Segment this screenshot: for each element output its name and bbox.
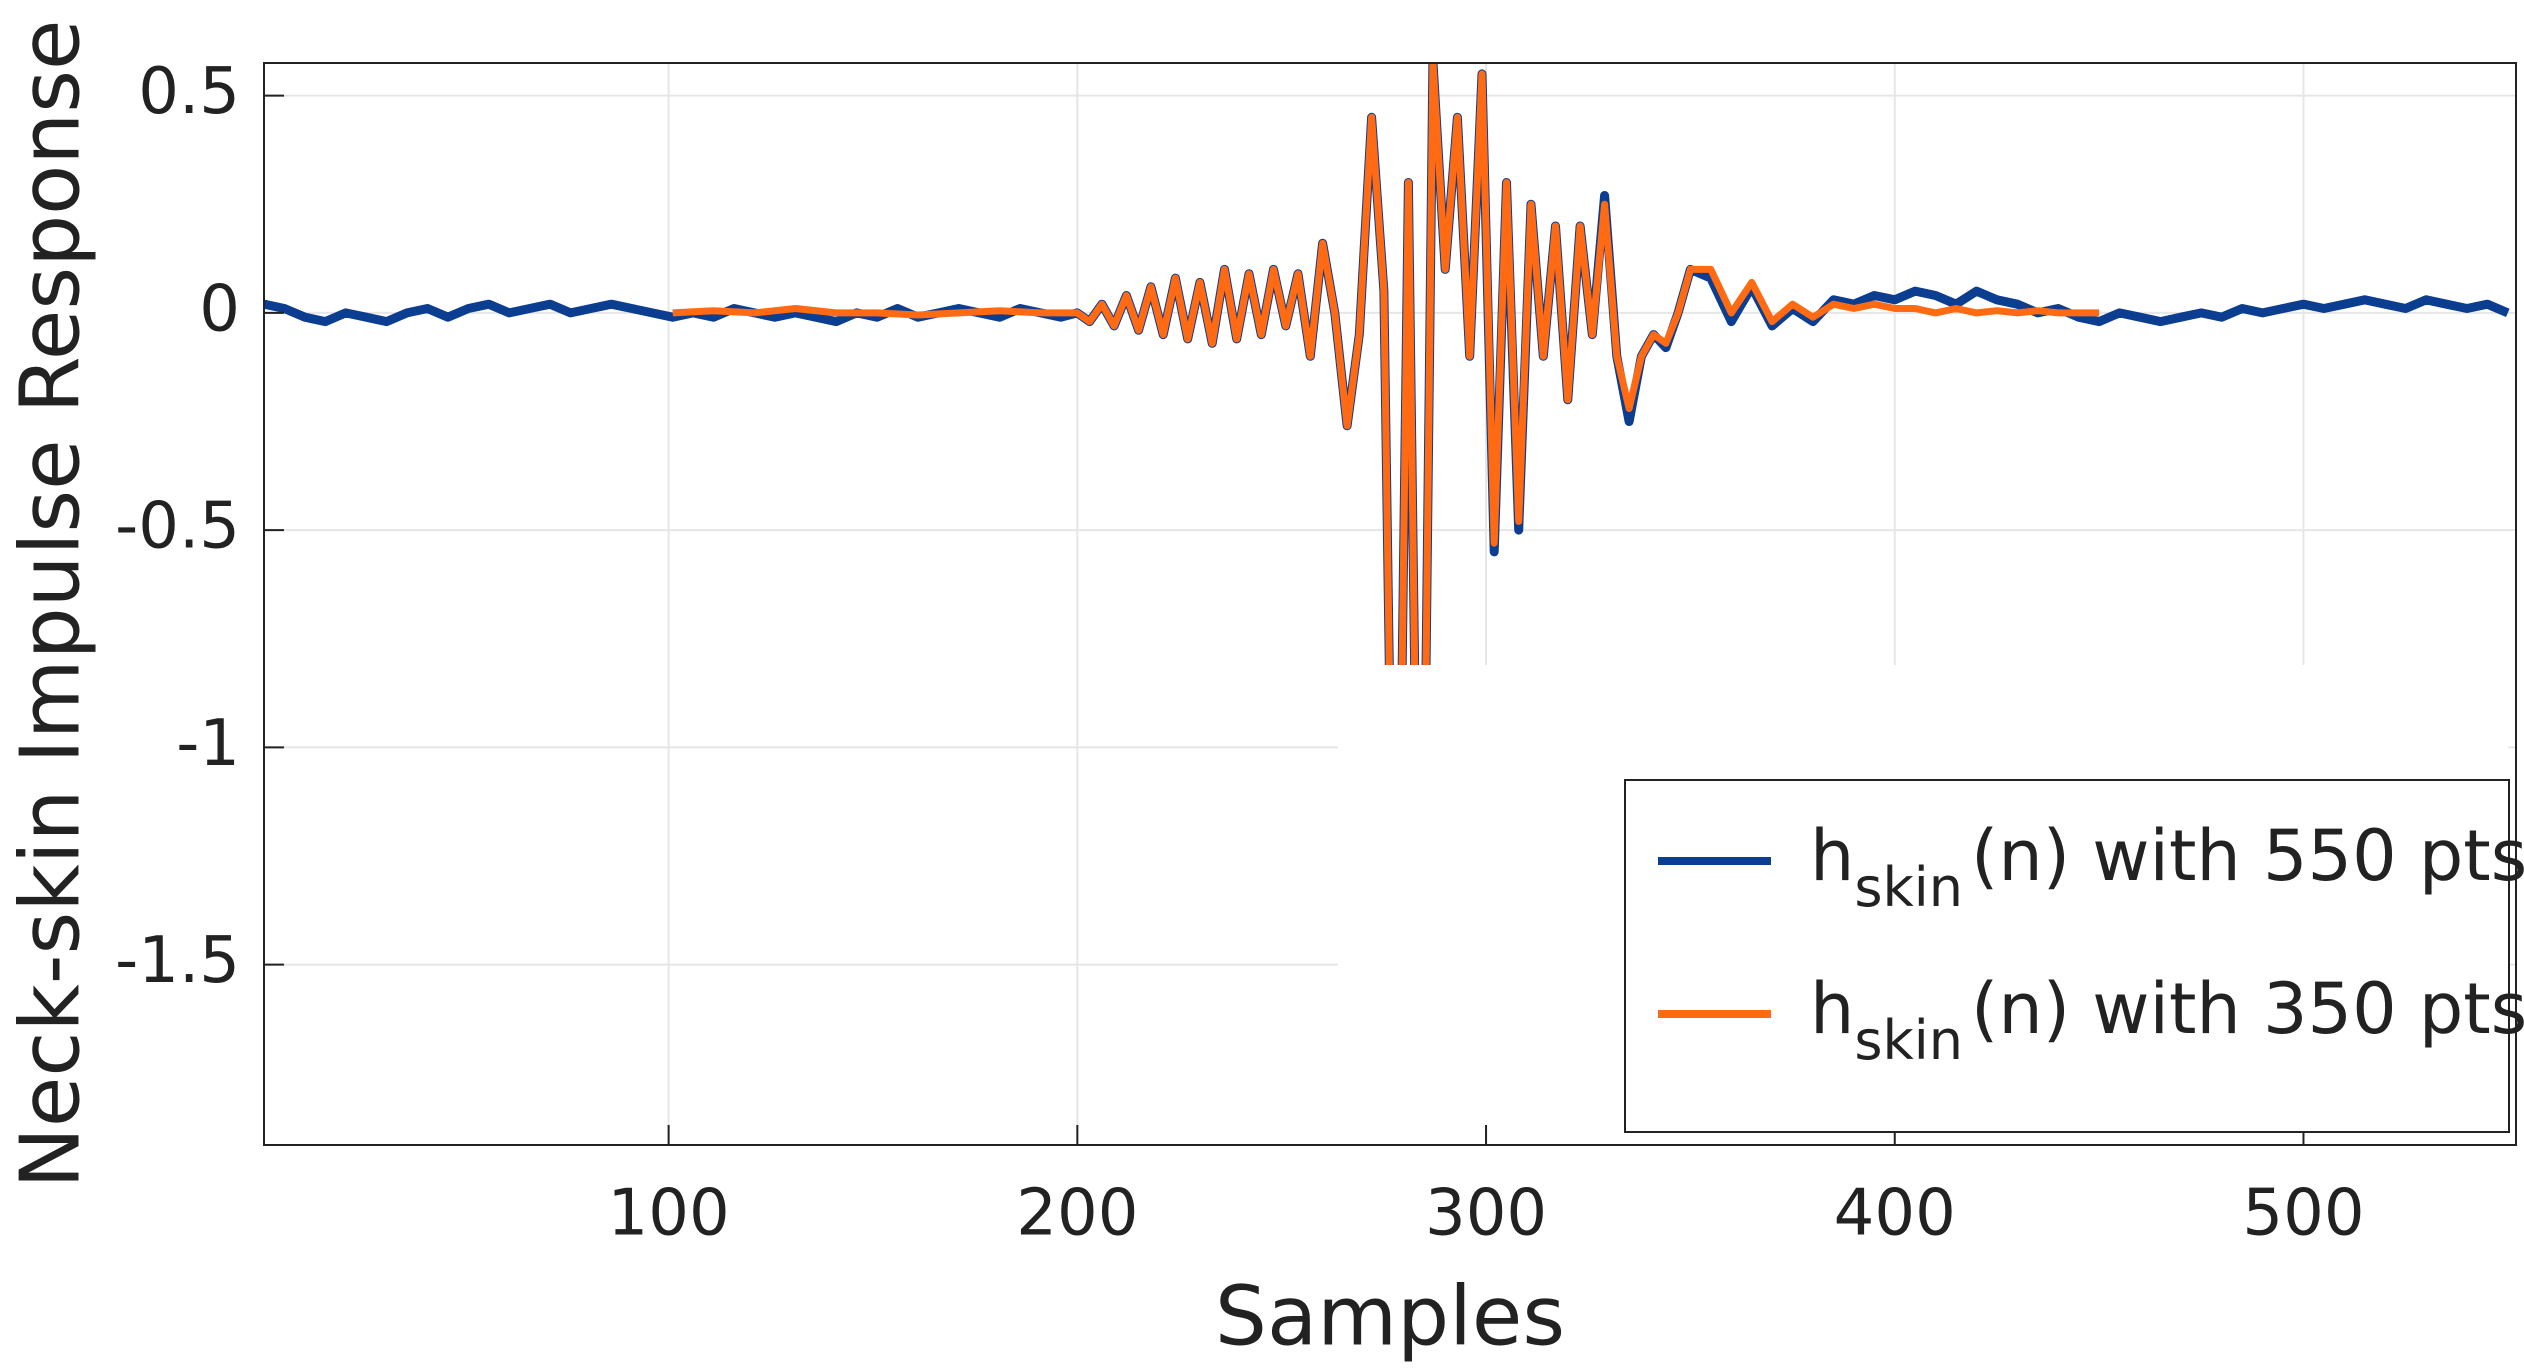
y-tick-label: 0 (199, 272, 240, 346)
y-axis-label: Neck-skin Impulse Response (3, 20, 98, 1189)
x-tick-label: 300 (1425, 1177, 1547, 1251)
x-tick-label: 200 (1016, 1177, 1138, 1251)
y-tick-label: 0.5 (138, 55, 240, 129)
x-tick-label: 500 (2242, 1177, 2364, 1251)
y-tick-label: -0.5 (115, 490, 240, 564)
legend-label: hskin (n) with 350 pts. (1810, 968, 2524, 1072)
y-tick-label: -1.5 (115, 924, 240, 998)
x-tick-label: 100 (608, 1177, 730, 1251)
x-tick-label: 400 (1834, 1177, 1956, 1251)
legend-label: hskin (n) with 550 pts. (1810, 815, 2524, 919)
x-axis-label: Samples (1215, 1269, 1565, 1364)
data-line (672, 63, 2100, 1142)
legend (1624, 779, 2510, 1133)
y-tick-label: -1 (176, 707, 240, 781)
axes-box (263, 62, 2517, 1146)
